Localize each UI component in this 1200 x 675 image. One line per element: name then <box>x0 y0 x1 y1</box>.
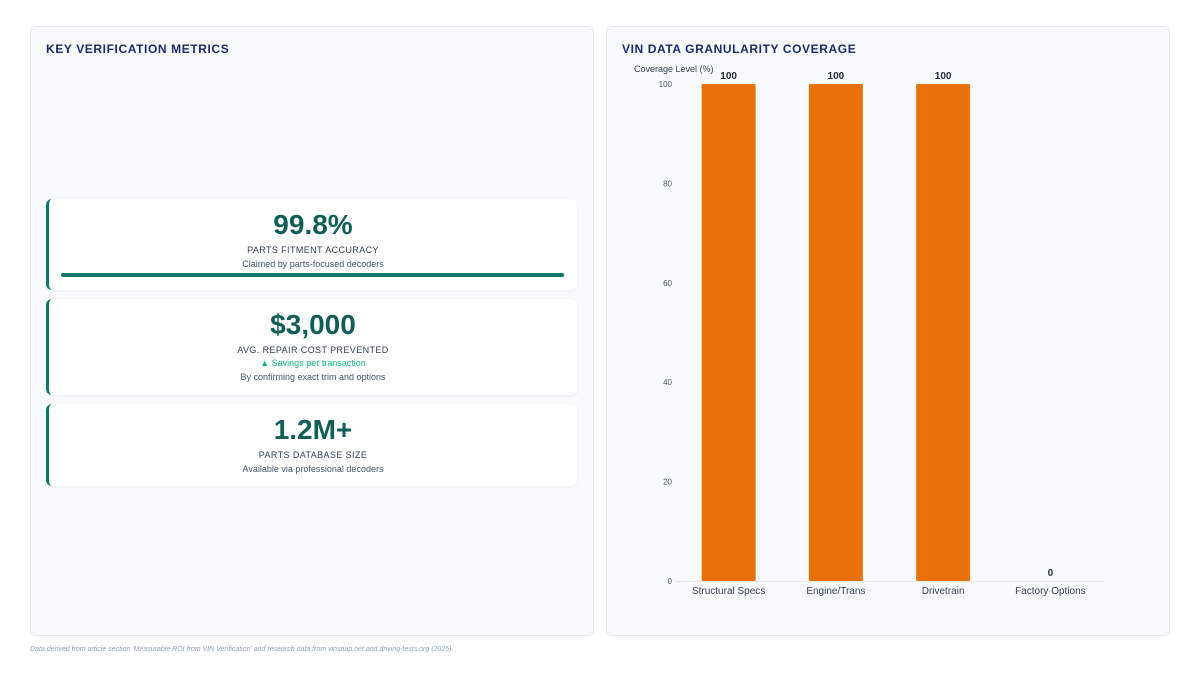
bar-drivetrain <box>916 84 971 581</box>
metric-value: $3,000 <box>270 309 356 340</box>
metric-card-fitment-accuracy: 99.8% PARTS FITMENT ACCURACY Claimed by … <box>46 199 577 290</box>
metric-value: 1.2M+ <box>273 414 353 445</box>
metric-label: PARTS FITMENT ACCURACY <box>247 245 379 255</box>
footer-source-note: Data derived from article section 'Measu… <box>30 646 454 653</box>
accuracy-progress-bar <box>61 273 565 277</box>
y-axis-title: Coverage Level (%) <box>634 64 714 74</box>
key-metrics-title: KEY VERIFICATION METRICS <box>46 42 230 56</box>
bar-value-label: 100 <box>828 71 845 82</box>
x-category-label: Drivetrain <box>922 586 965 597</box>
bar-value-label: 100 <box>935 71 952 82</box>
y-tick-label: 40 <box>663 378 672 387</box>
metric-value: 99.8% <box>273 209 353 240</box>
bar-structural-specs <box>701 84 756 581</box>
metric-note: Available via professional decoders <box>242 464 384 474</box>
bar-engine-trans <box>808 84 863 581</box>
x-category-label: Engine/Trans <box>806 586 865 597</box>
metric-note: Claimed by parts-focused decoders <box>242 259 384 269</box>
x-category-label: Factory Options <box>1015 586 1086 597</box>
y-tick-label: 0 <box>668 577 673 586</box>
bar-value-label: 100 <box>720 71 737 82</box>
x-category-label: Structural Specs <box>692 586 765 597</box>
y-tick-label: 80 <box>663 179 672 188</box>
coverage-chart-title: VIN DATA GRANULARITY COVERAGE <box>622 42 857 56</box>
coverage-bar-chart: Coverage Level (%) 0 20 40 60 80 100 100 100 10… <box>634 64 1104 597</box>
y-tick-label: 20 <box>663 478 672 487</box>
metric-card-repair-cost: $3,000 AVG. REPAIR COST PREVENTED ▲ Savi… <box>46 299 577 395</box>
y-tick-label: 60 <box>663 279 672 288</box>
metric-label: AVG. REPAIR COST PREVENTED <box>237 345 389 355</box>
metric-note: By confirming exact trim and options <box>240 372 386 382</box>
accuracy-progress-fill <box>61 273 564 277</box>
metric-label: PARTS DATABASE SIZE <box>258 450 368 460</box>
metric-trend: ▲ Savings per transaction <box>260 358 366 368</box>
key-metrics-panel: KEY VERIFICATION METRICS 99.8% PARTS FIT… <box>30 26 594 636</box>
metric-card-database-size: 1.2M+ PARTS DATABASE SIZE Available via … <box>46 404 577 486</box>
y-tick-label: 100 <box>659 80 673 89</box>
granularity-coverage-panel: VIN DATA GRANULARITY COVERAGE Coverage L… <box>606 26 1170 636</box>
bar-value-label: 0 <box>1048 568 1054 579</box>
